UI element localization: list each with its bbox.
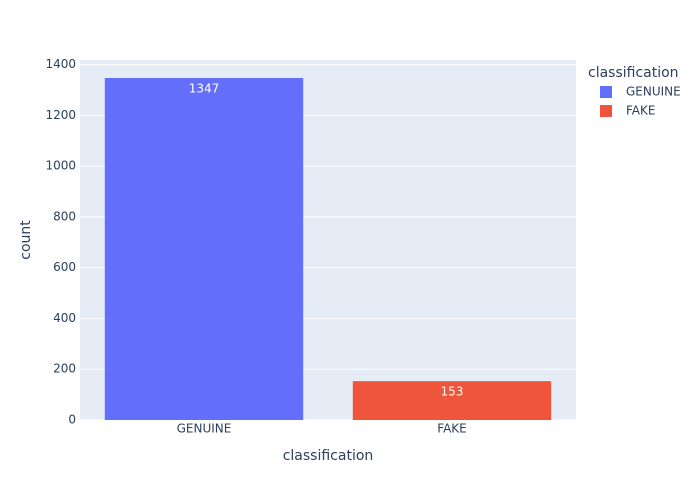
legend-swatch <box>600 86 612 98</box>
x-tick-label: FAKE <box>437 422 466 436</box>
y-tick-label: 1400 <box>45 57 76 71</box>
x-axis-title: classification <box>283 448 374 464</box>
y-tick-label: 400 <box>53 311 76 325</box>
y-tick-label: 1200 <box>45 108 76 122</box>
y-tick-label: 800 <box>53 209 76 223</box>
y-tick-label: 200 <box>53 362 76 376</box>
y-tick-label: 1000 <box>45 159 76 173</box>
y-axis-title: count <box>18 220 34 260</box>
y-tick-label: 0 <box>68 413 76 427</box>
legend-label: FAKE <box>626 104 655 118</box>
bar <box>104 78 304 420</box>
y-tick-label: 600 <box>53 260 76 274</box>
bar <box>352 381 552 420</box>
legend-swatch <box>600 105 612 117</box>
x-tick-label: GENUINE <box>177 422 232 436</box>
data-label: 153 <box>441 385 464 399</box>
legend-label: GENUINE <box>626 85 681 99</box>
legend-title: classification <box>588 65 679 81</box>
data-label: 1347 <box>189 82 220 96</box>
